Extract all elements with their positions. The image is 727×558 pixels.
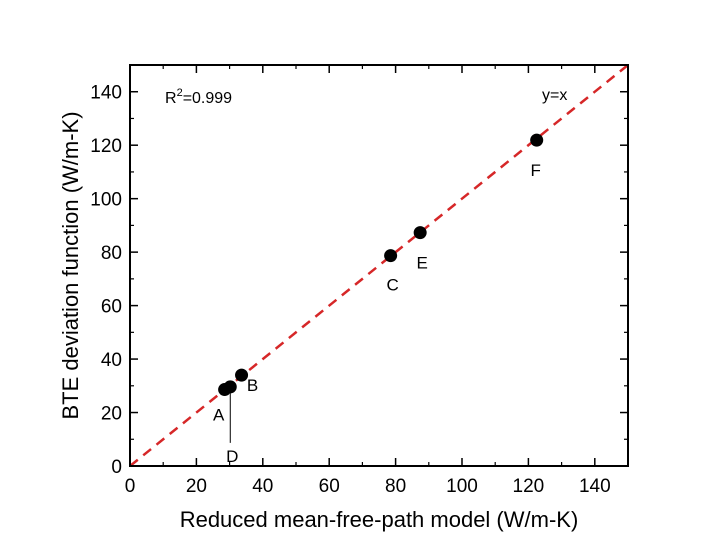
- point-label-c: C: [386, 276, 398, 295]
- y-tick-label: 140: [90, 83, 122, 104]
- tick-labels: 0 20 40 60 80 100 120 140 0 20 40 60 80 100 120 140: [90, 83, 610, 497]
- y-equals-x-label: y=x: [542, 87, 567, 104]
- y-axis-title: BTE deviation function (W/m-K): [58, 111, 83, 419]
- r-squared-annotation: R2=0.999: [165, 87, 232, 107]
- plot-frame: [129, 64, 629, 467]
- y-tick-label: 0: [111, 457, 122, 478]
- y-tick-label: 60: [101, 297, 122, 318]
- data-point-d: [223, 380, 237, 394]
- x-tick-label: 80: [385, 476, 406, 497]
- x-axis-title: Reduced mean-free-path model (W/m-K): [180, 507, 579, 532]
- y-tick-label: 120: [90, 136, 122, 157]
- data-point-f: [530, 133, 544, 147]
- y-tick-label: 20: [101, 404, 122, 425]
- x-tick-label: 100: [446, 476, 478, 497]
- y-tick-label: 40: [101, 350, 122, 371]
- point-labels: A D B CE F: [213, 161, 541, 466]
- point-label-b: B: [247, 376, 258, 395]
- x-tick-label: 40: [252, 476, 273, 497]
- y-equals-x-line: [129, 64, 629, 467]
- r-squared-prefix: R: [165, 90, 177, 107]
- x-tick-label: 140: [579, 476, 611, 497]
- point-label-f: F: [531, 161, 541, 180]
- point-label-a: A: [213, 406, 225, 425]
- point-label-d: D: [226, 447, 238, 466]
- x-tick-label: 60: [319, 476, 340, 497]
- x-tick-label: 0: [125, 476, 136, 497]
- point-label-e: E: [416, 254, 427, 273]
- data-point-c: [384, 249, 398, 263]
- data-point-e: [413, 226, 427, 240]
- y-tick-label: 100: [90, 190, 122, 211]
- r-squared-value: =0.999: [183, 90, 232, 107]
- y-tick-label: 80: [101, 243, 122, 264]
- x-tick-label: 20: [186, 476, 207, 497]
- data-point-b: [235, 368, 249, 382]
- r-squared-superscript: 2: [177, 87, 183, 99]
- x-tick-label: 120: [513, 476, 545, 497]
- data-points: [218, 133, 544, 397]
